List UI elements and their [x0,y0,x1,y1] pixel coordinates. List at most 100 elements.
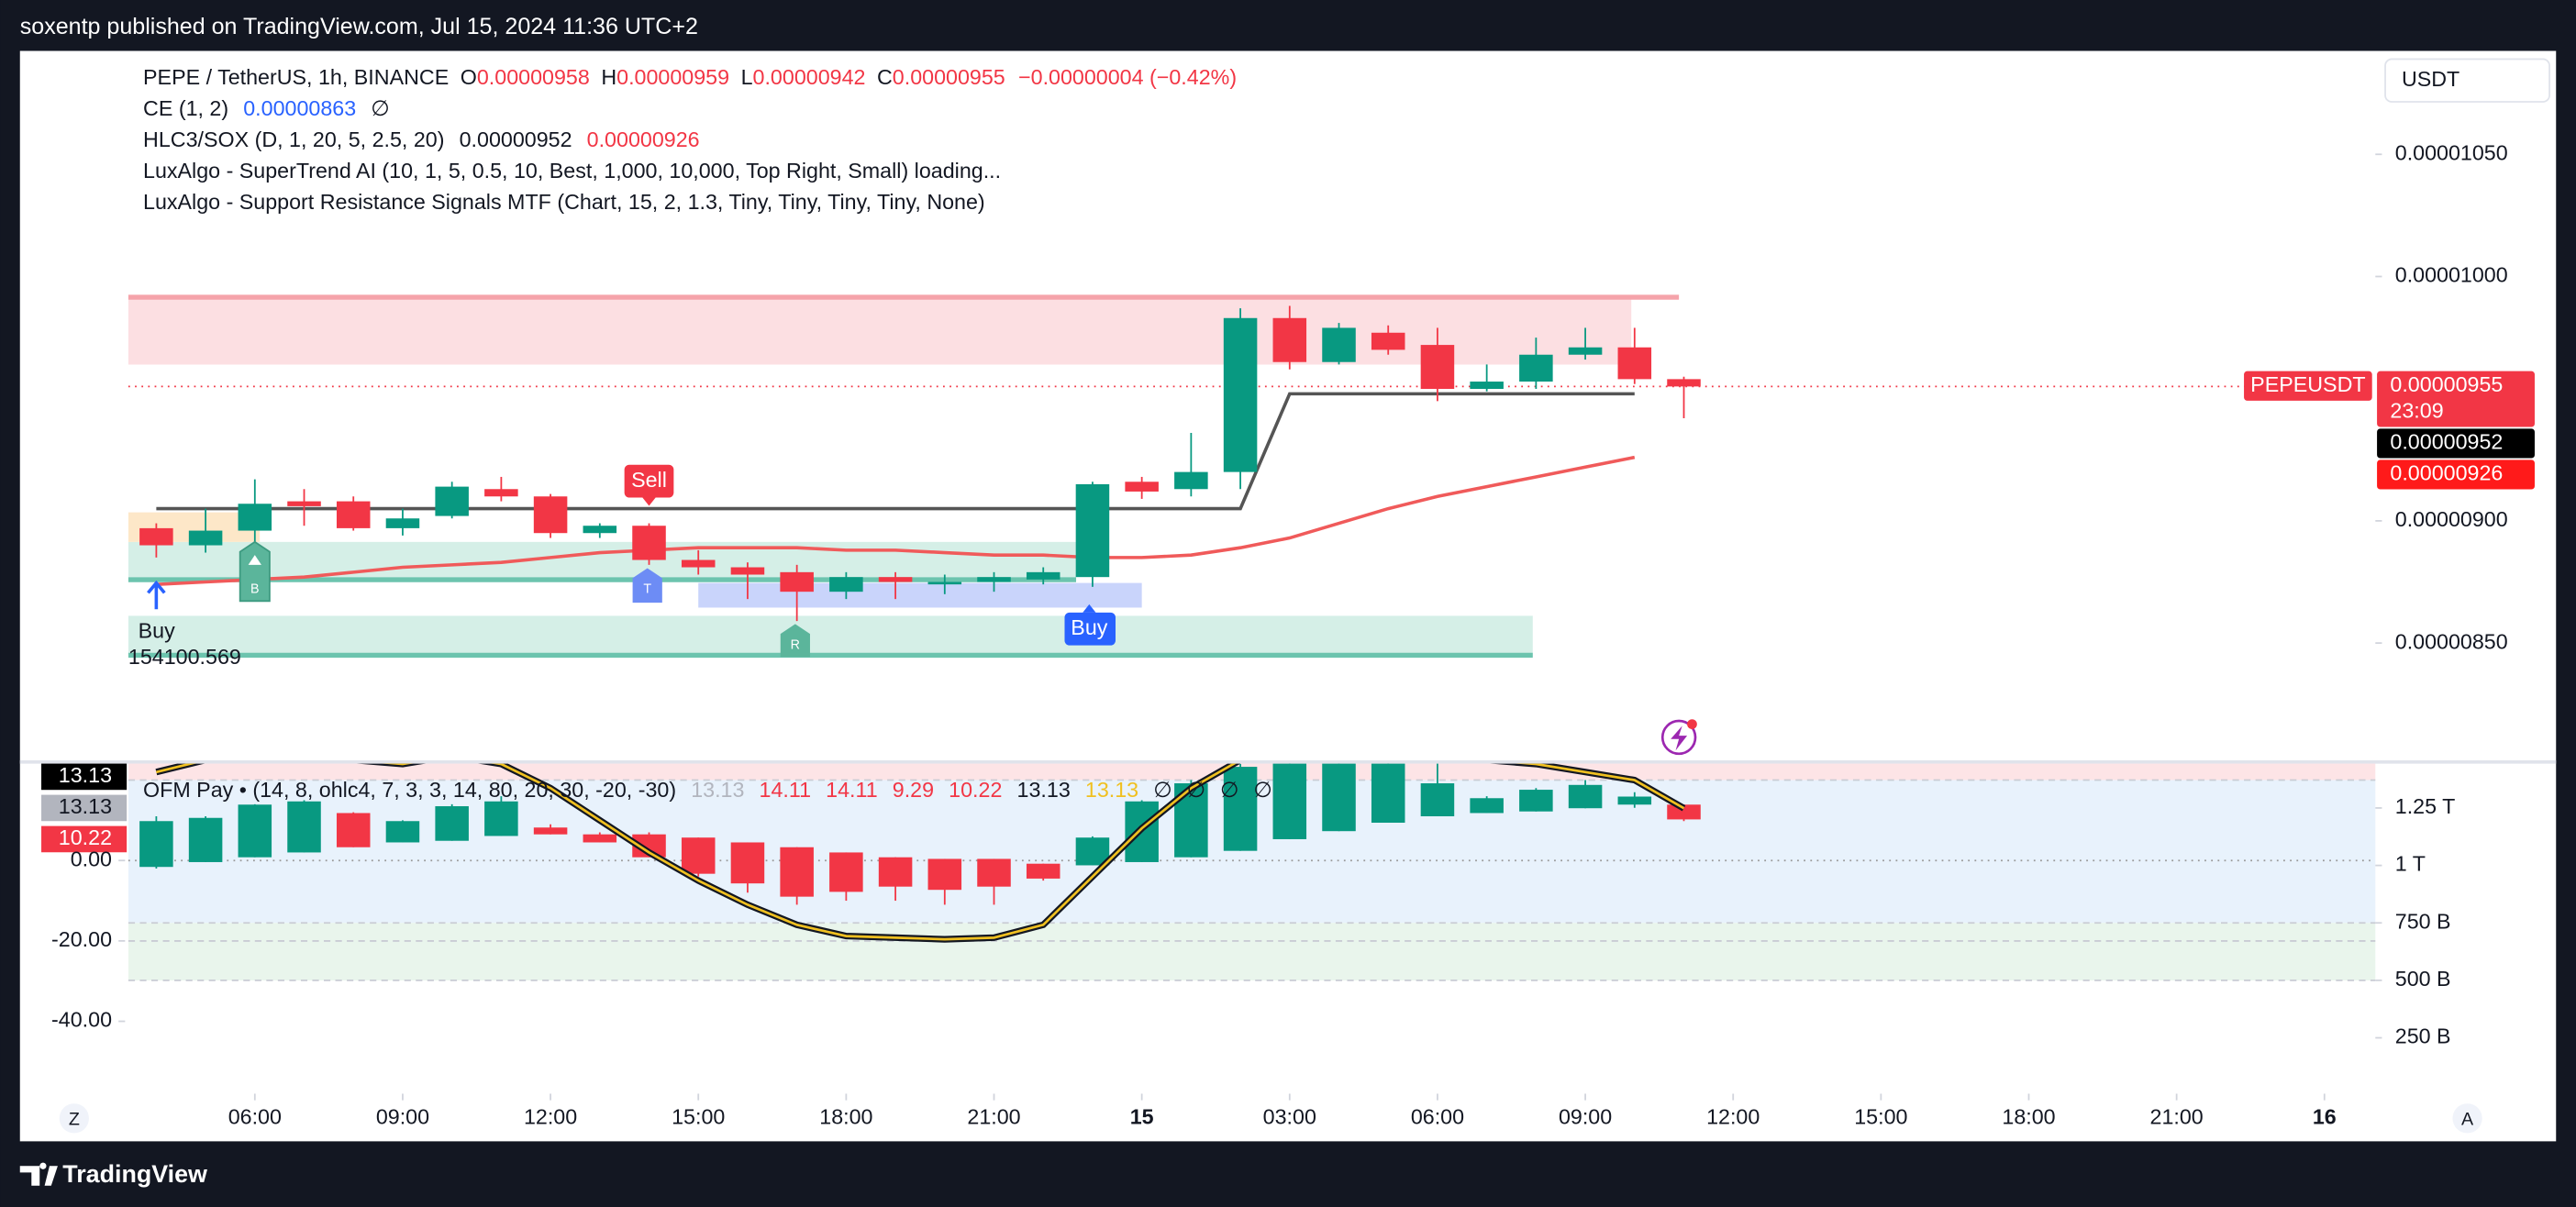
buy-pointer [1083,604,1096,613]
candle-body [1519,790,1553,812]
y-tick-label: 0.00000850 [2395,629,2508,653]
candle-body [1420,783,1455,816]
legend-item: 0.00000952 [460,127,572,151]
x-tick-label: 16 [2313,1104,2337,1128]
candle-body [188,817,223,862]
legend-item: 14.11 [760,778,812,802]
legend-item: PEPE / TetherUS, 1h, BINANCE [143,65,449,89]
candle-body [484,489,518,497]
legend-item: 13.13 [691,778,744,802]
line-tag-label: 0.00000926 [2390,461,2503,485]
currency: USDT [2402,67,2459,91]
buy-label: Buy [1071,615,1107,639]
legend-item: ∅ [1253,778,1271,802]
candle-body [336,501,371,528]
break-marker [239,540,271,603]
legend-item: 0.00000926 [587,127,700,151]
candle-body [780,571,814,592]
scale-tag-label: 10.22 [59,825,112,849]
oscillator-plot [139,763,1701,943]
legend-row: CE (1, 2) 0.00000863 ∅ [143,96,390,120]
legend-item: 0.00000863 [243,96,356,120]
candle-body [1174,471,1208,490]
legend-item: H [601,65,616,89]
candle-body [1223,317,1258,472]
candle-body [188,530,223,546]
currency-button[interactable] [2384,58,2550,103]
candle-body [287,801,321,853]
x-tick-label: 09:00 [376,1104,429,1128]
candle-body [878,857,913,887]
resistance-zone [128,297,1632,365]
candle-body [1075,483,1110,578]
candle-body [927,858,962,891]
y2-tick-label: 1 T [2395,852,2426,876]
x-tick-label: 06:00 [228,1104,282,1128]
zoom-button[interactable] [59,1103,89,1134]
candle-body [1125,482,1159,492]
candle-body [1371,332,1405,350]
sell-tag [624,464,674,498]
candle-body [1322,327,1356,362]
candle-body [780,847,814,897]
line-tag-label: 0.00000952 [2390,430,2503,454]
x-tick-label: 18:00 [2002,1104,2055,1128]
y-tick-label: 0.00001000 [2395,263,2508,287]
countdown: 23:09 [2390,399,2443,423]
sell-pointer [642,497,656,506]
candle-body [1667,804,1701,820]
candle-body [1322,763,1356,832]
candle-body [238,804,272,858]
candle-body [1568,347,1603,355]
candle-body [977,577,1011,582]
candle-body [385,821,420,843]
candle-body [1617,796,1652,805]
candle-body [287,501,321,506]
candle-body [1371,763,1405,824]
legend-item: ∅ [1187,778,1205,802]
legend-row: LuxAlgo - SuperTrend AI (10, 1, 5, 0.5, … [143,159,1001,183]
alert-bolt [1671,725,1688,751]
candle-body [1272,317,1307,362]
candle-body [1272,763,1307,839]
x-tick-label: 15:00 [672,1104,725,1128]
alert-icon[interactable] [1660,719,1697,756]
candle-body [238,504,272,531]
main-plot [128,305,2374,622]
x-tick-label: 18:00 [819,1104,872,1128]
y-tick-label: 0.00 [71,847,112,870]
legend-item: 14.11 [826,778,878,802]
logo [19,1162,58,1186]
test-marker [632,568,662,604]
legend-item: L [741,65,753,89]
candle-body [730,567,765,575]
last-price: 0.00000955 [2390,372,2503,396]
legend-item: 0.00000958 [477,65,590,89]
legend-item: 9.29 [893,778,934,802]
legend-item: OFM Pay • (14, 8, ohlc4, 7, 3, 3, 14, 80… [143,778,676,802]
legend-item: C [877,65,893,89]
candle-body [681,559,716,568]
sell-label: Sell [631,468,667,492]
indicator-line [156,763,1685,941]
scale-tag [41,763,128,791]
y-tick-label: -20.00 [51,927,112,951]
legend-item: O [461,65,477,89]
legend-item: LuxAlgo - SuperTrend AI (10, 1, 5, 0.5, … [143,159,1001,183]
candle-body [681,837,716,874]
candle-body [1470,382,1504,390]
price-tags: PEPEUSDT 0.00000955 23:09 0.00000952 0.0… [2244,58,2550,490]
indicator-line [156,455,1636,586]
x-tick-label: 09:00 [1559,1104,1612,1128]
legend-row: PEPE / TetherUS, 1h, BINANCE O0.00000958 H… [143,65,1237,89]
candle-body [977,858,1011,887]
scale-tag-label: 13.13 [59,763,112,787]
y-tick-label: 0.00001050 [2395,140,2508,164]
retest-marker [780,624,810,658]
y2-tick-label: 1.25 T [2395,794,2456,818]
y-tick-label: -40.00 [51,1008,112,1032]
x-tick-label: 21:00 [967,1104,1020,1128]
auto-button[interactable] [2452,1103,2482,1134]
signals: Sell Buy Buy 154100.569 B T R [128,464,1697,756]
band [128,923,2376,980]
